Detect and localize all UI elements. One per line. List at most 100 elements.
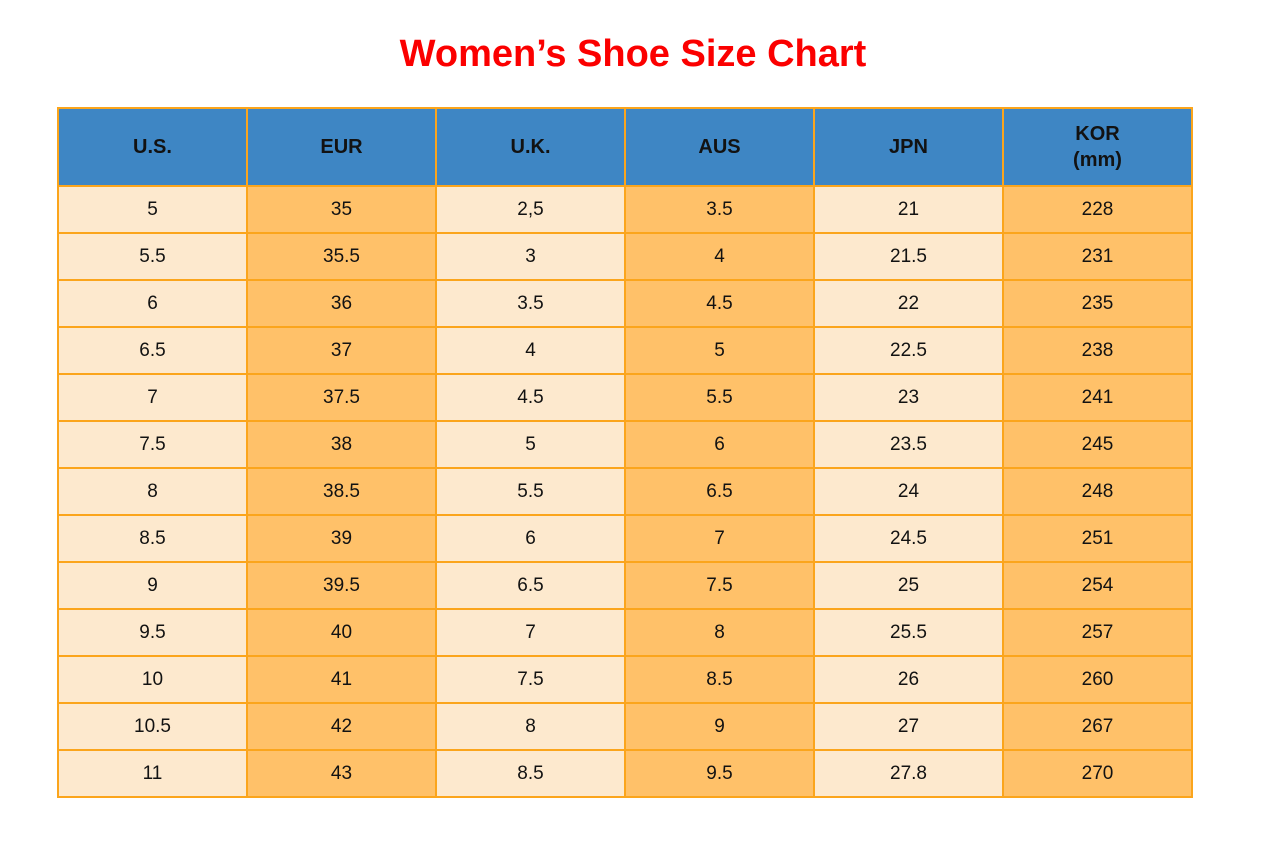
cell-aus: 9 (624, 702, 815, 751)
cell-eur: 40 (246, 608, 437, 657)
cell-uk: 5 (435, 420, 626, 469)
column-header-label: U.K. (510, 136, 551, 158)
cell-aus: 6.5 (624, 467, 815, 516)
cell-eur: 42 (246, 702, 437, 751)
cell-uk: 7.5 (435, 655, 626, 704)
cell-kor: 231 (1002, 232, 1193, 281)
cell-kor: 245 (1002, 420, 1193, 469)
cell-jpn: 27 (813, 702, 1004, 751)
column-header-label: KOR (1075, 123, 1120, 145)
column-header-sublabel: (mm) (1073, 149, 1122, 171)
column-header-label: AUS (698, 136, 741, 158)
cell-jpn: 22.5 (813, 326, 1004, 375)
cell-aus: 7 (624, 514, 815, 563)
table-row: 11 43 8.5 9.5 27.8 270 (57, 749, 1193, 798)
cell-kor: 267 (1002, 702, 1193, 751)
table-row: 7.5 38 5 6 23.5 245 (57, 420, 1193, 469)
cell-uk: 7 (435, 608, 626, 657)
shoe-size-table: U.S. EUR U.K. AUS JPN KOR (mm) 5 35 2,5 3.5 21 228 5… (57, 107, 1193, 798)
cell-uk: 3 (435, 232, 626, 281)
table-row: 9.5 40 7 8 25.5 257 (57, 608, 1193, 657)
cell-aus: 8.5 (624, 655, 815, 704)
cell-jpn: 26 (813, 655, 1004, 704)
cell-us: 8.5 (57, 514, 248, 563)
table-row: 5 35 2,5 3.5 21 228 (57, 185, 1193, 234)
cell-aus: 4 (624, 232, 815, 281)
column-header-label: EUR (320, 136, 363, 158)
table-row: 6.5 37 4 5 22.5 238 (57, 326, 1193, 375)
column-header-jpn: JPN (813, 107, 1004, 187)
cell-kor: 228 (1002, 185, 1193, 234)
cell-us: 9.5 (57, 608, 248, 657)
cell-eur: 43 (246, 749, 437, 798)
table-row: 10.5 42 8 9 27 267 (57, 702, 1193, 751)
cell-eur: 41 (246, 655, 437, 704)
cell-uk: 4.5 (435, 373, 626, 422)
cell-uk: 6 (435, 514, 626, 563)
column-header-aus: AUS (624, 107, 815, 187)
table-row: 10 41 7.5 8.5 26 260 (57, 655, 1193, 704)
cell-us: 8 (57, 467, 248, 516)
cell-uk: 8 (435, 702, 626, 751)
cell-kor: 270 (1002, 749, 1193, 798)
cell-eur: 38 (246, 420, 437, 469)
cell-jpn: 23.5 (813, 420, 1004, 469)
cell-aus: 3.5 (624, 185, 815, 234)
cell-eur: 39 (246, 514, 437, 563)
cell-eur: 36 (246, 279, 437, 328)
cell-eur: 35.5 (246, 232, 437, 281)
table-row: 6 36 3.5 4.5 22 235 (57, 279, 1193, 328)
cell-us: 9 (57, 561, 248, 610)
cell-aus: 7.5 (624, 561, 815, 610)
column-header-uk: U.K. (435, 107, 626, 187)
cell-eur: 37 (246, 326, 437, 375)
cell-aus: 4.5 (624, 279, 815, 328)
page-title: Women’s Shoe Size Chart (399, 33, 867, 75)
header-row: U.S. EUR U.K. AUS JPN KOR (mm) (57, 107, 1193, 187)
cell-uk: 3.5 (435, 279, 626, 328)
cell-jpn: 23 (813, 373, 1004, 422)
cell-us: 10 (57, 655, 248, 704)
cell-kor: 241 (1002, 373, 1193, 422)
cell-us: 6 (57, 279, 248, 328)
cell-us: 7 (57, 373, 248, 422)
column-header-label: U.S. (133, 136, 172, 158)
column-header-kor: KOR (mm) (1002, 107, 1193, 187)
cell-us: 11 (57, 749, 248, 798)
cell-uk: 4 (435, 326, 626, 375)
cell-aus: 5.5 (624, 373, 815, 422)
table-body: 5 35 2,5 3.5 21 228 5.5 35.5 3 4 21.5 231 6 36 3.5 4.5 2… (57, 185, 1193, 798)
cell-aus: 9.5 (624, 749, 815, 798)
column-header-eur: EUR (246, 107, 437, 187)
cell-eur: 35 (246, 185, 437, 234)
cell-kor: 260 (1002, 655, 1193, 704)
cell-jpn: 24 (813, 467, 1004, 516)
cell-uk: 2,5 (435, 185, 626, 234)
cell-kor: 235 (1002, 279, 1193, 328)
cell-kor: 257 (1002, 608, 1193, 657)
cell-jpn: 25.5 (813, 608, 1004, 657)
column-header-us: U.S. (57, 107, 248, 187)
cell-us: 10.5 (57, 702, 248, 751)
column-header-label: JPN (889, 136, 928, 158)
cell-aus: 5 (624, 326, 815, 375)
cell-us: 7.5 (57, 420, 248, 469)
cell-kor: 251 (1002, 514, 1193, 563)
cell-kor: 238 (1002, 326, 1193, 375)
cell-uk: 5.5 (435, 467, 626, 516)
cell-jpn: 24.5 (813, 514, 1004, 563)
cell-jpn: 25 (813, 561, 1004, 610)
cell-kor: 254 (1002, 561, 1193, 610)
cell-eur: 39.5 (246, 561, 437, 610)
cell-kor: 248 (1002, 467, 1193, 516)
cell-eur: 37.5 (246, 373, 437, 422)
cell-jpn: 27.8 (813, 749, 1004, 798)
table-header: U.S. EUR U.K. AUS JPN KOR (mm) (57, 107, 1193, 187)
cell-aus: 8 (624, 608, 815, 657)
table-row: 8 38.5 5.5 6.5 24 248 (57, 467, 1193, 516)
cell-jpn: 21.5 (813, 232, 1004, 281)
cell-eur: 38.5 (246, 467, 437, 516)
table-row: 9 39.5 6.5 7.5 25 254 (57, 561, 1193, 610)
cell-us: 6.5 (57, 326, 248, 375)
table-row: 5.5 35.5 3 4 21.5 231 (57, 232, 1193, 281)
